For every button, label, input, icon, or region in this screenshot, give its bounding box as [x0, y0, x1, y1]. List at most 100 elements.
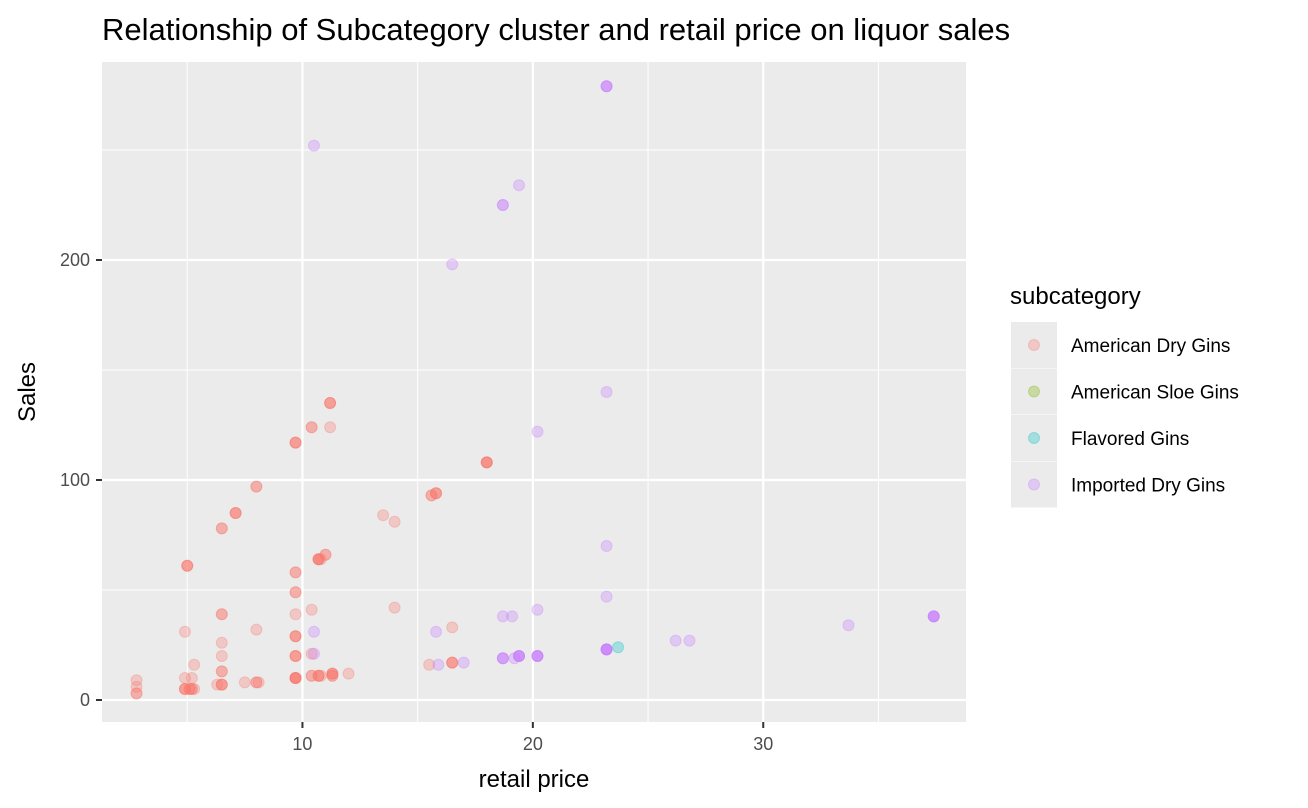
data-point [446, 621, 459, 634]
legend-swatch [1028, 339, 1040, 351]
data-point [289, 672, 302, 684]
data-point [289, 630, 302, 643]
data-point [326, 669, 339, 682]
y-tick-label: 100 [60, 470, 90, 490]
legend-swatch [1028, 385, 1040, 398]
y-tick-label: 0 [80, 690, 90, 710]
data-point [513, 650, 526, 662]
data-point [312, 669, 325, 682]
grid-minor [102, 62, 966, 722]
data-point [377, 509, 390, 522]
data-point [600, 643, 613, 656]
data-point [314, 669, 327, 682]
data-point [130, 687, 143, 700]
data-point [496, 652, 509, 665]
data-point [305, 669, 318, 682]
data-point [600, 643, 613, 656]
x-tick-label: 30 [753, 734, 773, 754]
data-point [215, 650, 228, 662]
data-point [457, 656, 470, 669]
data-point [496, 652, 509, 665]
data-point [215, 678, 228, 691]
data-point [307, 139, 320, 152]
data-point [188, 683, 201, 695]
data-point [425, 489, 438, 502]
grid-major [102, 62, 966, 722]
data-point [531, 603, 544, 616]
data-point [252, 676, 265, 689]
data-point [513, 650, 526, 662]
legend-swatch [1028, 478, 1040, 491]
data-point [669, 634, 682, 647]
data-point [312, 553, 325, 566]
data-point [250, 480, 263, 493]
data-point [289, 630, 302, 643]
data-point [600, 80, 613, 93]
data-point [430, 625, 443, 638]
data-point [326, 667, 339, 680]
data-point [432, 658, 445, 671]
y-tick-label: 200 [60, 250, 90, 270]
data-point [446, 656, 459, 669]
data-point [480, 456, 493, 469]
data-point [130, 680, 143, 693]
data-point [211, 678, 224, 691]
data-point [307, 625, 320, 638]
data-point [312, 553, 325, 566]
data-point [480, 456, 493, 469]
data-point [215, 608, 228, 621]
data-point [185, 683, 198, 695]
data-point [324, 397, 337, 409]
data-point [215, 636, 228, 649]
data-point [423, 658, 436, 671]
legend-label: American Sloe Gins [1071, 383, 1239, 404]
data-points [130, 80, 940, 700]
data-point [842, 619, 855, 632]
data-point [178, 672, 191, 684]
data-point [927, 610, 940, 623]
data-point [229, 507, 242, 519]
data-point [185, 672, 198, 684]
data-point [289, 630, 302, 643]
data-point [183, 683, 196, 695]
data-point [612, 641, 625, 654]
data-point [312, 669, 325, 682]
x-tick-label: 20 [523, 734, 543, 754]
data-point [289, 436, 302, 449]
data-point [289, 436, 302, 449]
data-point [927, 610, 940, 623]
data-point [178, 625, 191, 638]
data-point [531, 650, 544, 662]
data-point [289, 586, 302, 599]
legend-title: subcategory [1010, 283, 1141, 310]
data-point [289, 650, 302, 662]
data-point [496, 199, 509, 211]
data-point [600, 590, 613, 603]
data-point [600, 643, 613, 656]
data-point [183, 683, 196, 695]
data-point [215, 665, 228, 678]
data-point [130, 687, 143, 700]
legend-key [1011, 322, 1057, 368]
data-point [425, 489, 438, 502]
data-point [178, 683, 191, 695]
y-axis-title: Sales [14, 362, 41, 422]
legend-label: American Dry Gins [1071, 336, 1230, 357]
data-point [250, 676, 263, 689]
data-point [506, 610, 519, 623]
data-point [289, 586, 302, 599]
data-point [215, 608, 228, 621]
data-point [683, 634, 696, 647]
data-point [600, 643, 613, 656]
data-point [215, 522, 228, 535]
data-point [229, 507, 242, 519]
data-point [250, 623, 263, 636]
data-point [289, 672, 302, 684]
data-point [388, 601, 401, 614]
data-point [319, 548, 332, 561]
data-point [508, 652, 521, 665]
data-point [250, 676, 263, 689]
data-point [307, 647, 320, 660]
data-point [480, 456, 493, 469]
legend-key [1011, 368, 1057, 415]
